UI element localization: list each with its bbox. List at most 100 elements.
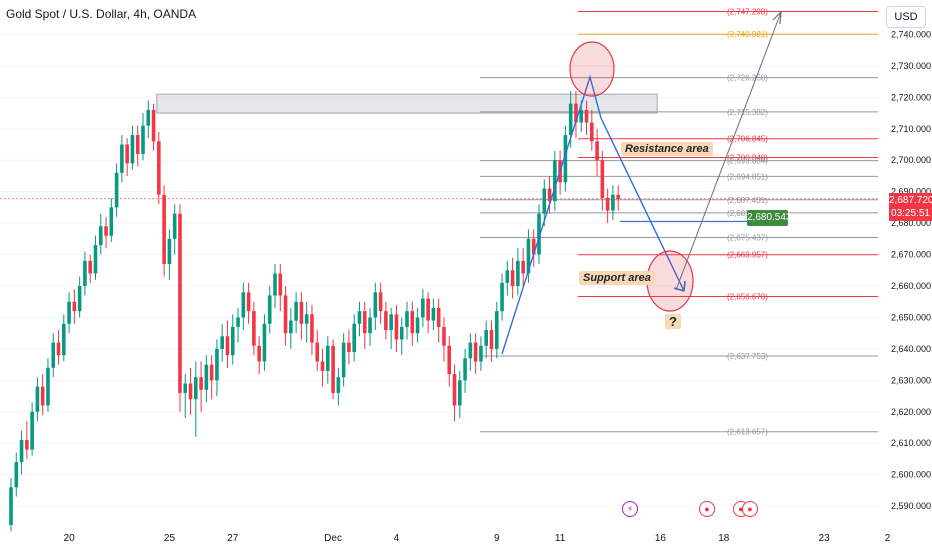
candle-body <box>167 238 172 264</box>
candle-body <box>77 286 82 312</box>
candle-body <box>458 380 462 406</box>
candle-body <box>463 358 467 381</box>
candle-body <box>93 245 98 274</box>
fib-level-label: (2,613.657) <box>727 428 768 437</box>
candle-body <box>484 330 488 346</box>
candle-body <box>172 213 177 239</box>
time-tick-label: 18 <box>718 533 730 544</box>
candle-body <box>209 364 214 381</box>
candle-body <box>299 301 304 324</box>
candle-body <box>389 314 393 331</box>
candle-body <box>56 342 61 356</box>
upside-arrowhead <box>772 11 782 25</box>
price-tick-label: 2,730.000 <box>891 61 931 71</box>
candle-body <box>283 295 288 334</box>
candle-body <box>14 462 19 488</box>
time-tick-label: 2 <box>885 533 891 544</box>
candle-body <box>616 194 620 199</box>
candle-body <box>447 345 452 375</box>
candle-body <box>46 367 50 406</box>
candle-body <box>162 194 166 264</box>
candle-body <box>194 377 198 400</box>
candle-body <box>62 323 66 356</box>
fib-level-label: (2,726.258) <box>727 74 768 83</box>
candle-body <box>600 160 605 198</box>
candle-body <box>394 314 399 340</box>
candle-body <box>204 364 209 390</box>
time-tick-label: 23 <box>819 533 831 544</box>
candle-body <box>468 342 473 359</box>
chart-title: Gold Spot / U.S. Dollar, 4h, OANDA <box>6 7 197 21</box>
candle-body <box>563 135 568 183</box>
candle-body <box>278 273 283 296</box>
fib-levels: (2,747.298) (2,740.081) (2,726.258) (2,715.… <box>480 7 878 437</box>
currency-button[interactable]: USD <box>886 6 926 28</box>
candle-body <box>83 260 87 287</box>
candle-body <box>595 141 599 161</box>
candle-body <box>362 311 367 334</box>
candle-body <box>178 213 182 393</box>
candle-body <box>500 282 504 312</box>
candle-body <box>225 336 230 356</box>
candle-body <box>120 144 124 173</box>
candle-body <box>72 301 77 312</box>
candle-body <box>531 238 536 255</box>
price-tick-label: 2,690.000 <box>891 187 931 197</box>
resistance-zone <box>156 93 658 114</box>
candle-body <box>352 323 356 353</box>
candle-body <box>199 377 203 390</box>
price-tick-label: 2,610.000 <box>891 438 931 448</box>
question-mark-label: ? <box>665 314 681 329</box>
candle-body <box>431 308 436 321</box>
price-tick-label: 2,740.000 <box>891 29 931 39</box>
time-axis[interactable]: 20 25 27 Dec 4 9 11 16 18 23 2 <box>64 533 891 544</box>
candle-body <box>378 292 383 312</box>
candle-body <box>188 383 193 400</box>
candle-body <box>257 345 261 362</box>
fib-level-label: (2,656.670) <box>727 292 768 301</box>
time-tick-label: 16 <box>655 533 667 544</box>
candle-body <box>30 411 34 450</box>
candle-body <box>25 440 29 450</box>
candle-body <box>537 213 541 255</box>
candle-body <box>368 317 372 334</box>
candle-body <box>584 109 589 123</box>
lightning-icon[interactable]: ⚡ <box>622 501 638 517</box>
projection-path <box>501 74 685 355</box>
time-tick-label: 27 <box>227 533 239 544</box>
drawings <box>0 11 880 355</box>
candle-body <box>109 207 114 236</box>
time-tick-label: 25 <box>164 533 176 544</box>
us-flag-event-icon[interactable]: ● <box>699 501 715 517</box>
resistance-area-label: Resistance area <box>621 142 713 156</box>
candle-body <box>489 330 494 349</box>
price-tick-label: 2,710.000 <box>891 124 931 134</box>
price-tick-label: 2,700.000 <box>891 155 931 165</box>
candle-body <box>252 311 256 346</box>
fib-level-label: (2,694.851) <box>727 172 768 181</box>
candle-body <box>494 311 499 349</box>
target-price-tag: 2,680.543 <box>747 210 792 226</box>
candle-body <box>336 377 341 393</box>
candle-body <box>579 109 584 123</box>
candles <box>9 91 620 532</box>
candle-body <box>220 336 224 349</box>
fib-level-label: (2,687.431) <box>727 196 768 205</box>
candle-body <box>135 135 140 154</box>
price-tick-label: 2,640.000 <box>891 344 931 354</box>
candle-body <box>215 348 219 381</box>
candle-body <box>415 317 420 334</box>
candle-body <box>230 326 235 356</box>
candle-body <box>574 103 578 123</box>
fib-level-label: (2,700.848) <box>727 154 768 163</box>
candle-body <box>421 298 425 318</box>
last-price-value: 2,687.720 <box>889 195 932 206</box>
candle-body <box>473 342 478 362</box>
price-tick-label: 2,650.000 <box>891 312 931 322</box>
price-axis[interactable]: 2,590.000 2,600.000 2,610.000 2,620.000 2,63… <box>891 29 931 511</box>
time-tick-label: 9 <box>494 533 500 544</box>
price-tick-label: 2,600.000 <box>891 470 931 480</box>
us-flag-event-icon[interactable]: ● <box>742 501 758 517</box>
fib-level-label: (2,747.298) <box>727 7 768 16</box>
